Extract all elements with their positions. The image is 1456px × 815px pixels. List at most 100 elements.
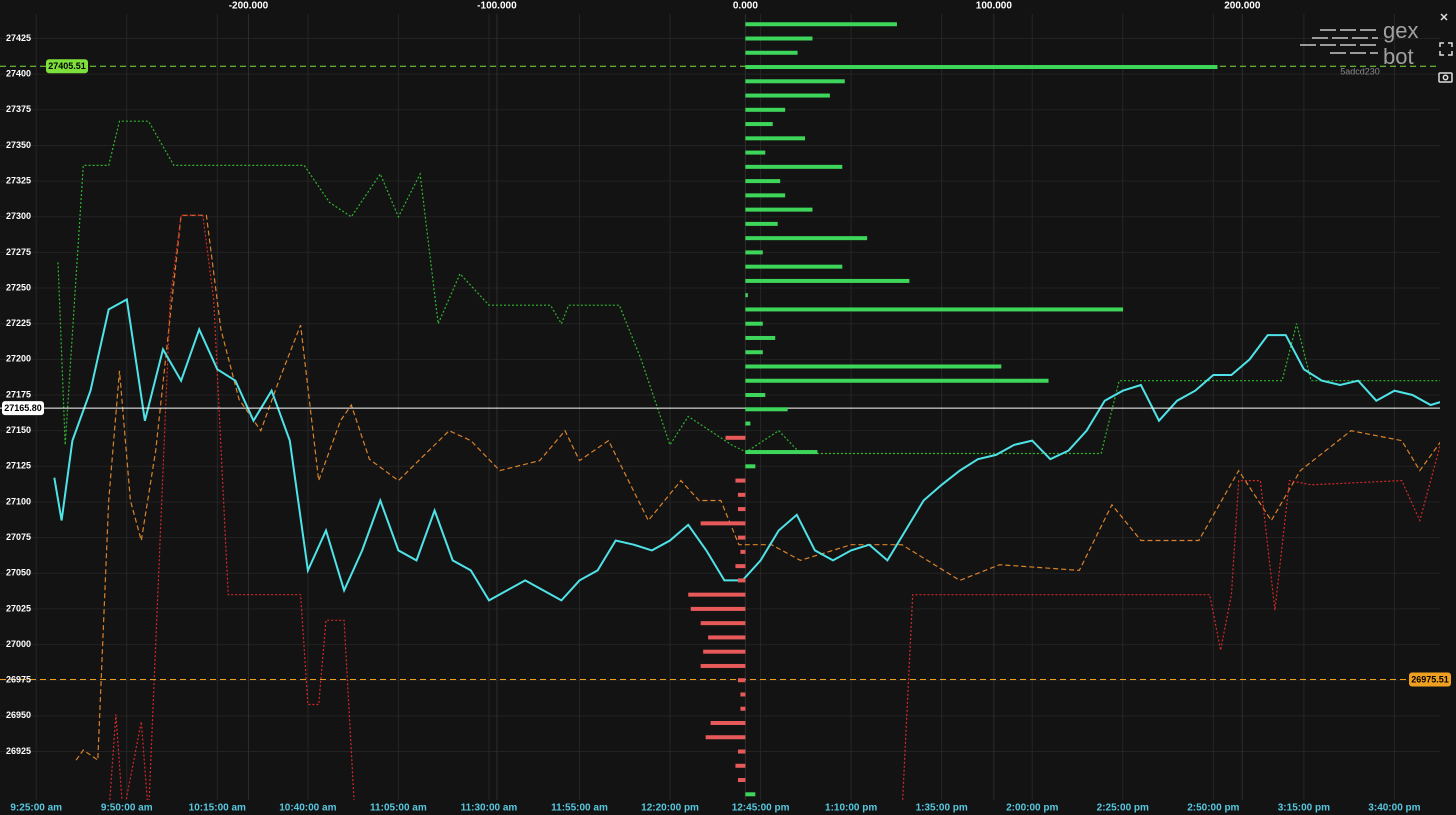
gex-bar [745,792,756,797]
gex-bar [745,350,763,355]
y-tick-label: 27325 [6,175,31,185]
gex-bar [737,507,746,512]
gex-bar [745,22,897,27]
y-tick-label: 27200 [6,354,31,364]
y-tick-label: 27300 [6,211,31,221]
gex-bar [745,393,766,398]
gex-bar [745,36,813,41]
gex-bar [735,763,746,768]
gex-bar [745,293,748,298]
gex-bar [745,250,763,255]
level-label-box [2,401,44,416]
gex-bar [737,535,746,540]
camera-icon[interactable] [1438,72,1453,83]
gex-bar [708,635,746,640]
gex-bar [740,549,746,554]
top-tick-label: -100.000 [477,1,517,12]
gex-bar [725,435,746,440]
top-tick-label: 200.000 [1224,1,1261,12]
gex-bar [737,749,746,754]
series-line [109,214,1440,800]
logo-text: gex [1383,18,1418,43]
gex-bar [745,464,756,469]
y-tick-label: 27175 [6,389,31,399]
logo-text: bot [1383,44,1414,69]
gex-bar [705,735,746,740]
gex-bar [703,649,746,654]
gex-bar [745,207,813,212]
gex-bar [745,378,1049,383]
gex-bar [745,278,910,283]
gex-bar [745,136,806,141]
x-tick-label: 3:40:00 pm [1368,803,1420,814]
gex-bar [737,492,746,497]
y-tick-label: 26950 [6,710,31,720]
y-tick-label: 27050 [6,568,31,578]
gex-bar [737,778,746,783]
gex-bar [745,179,781,184]
logo [1300,29,1378,54]
top-tick-label: -200.000 [229,1,269,12]
gex-bar [737,678,746,683]
x-tick-label: 11:30:00 am [461,803,518,814]
y-tick-label: 27225 [6,318,31,328]
y-tick-label: 27350 [6,140,31,150]
y-tick-label: 27025 [6,603,31,613]
gex-bar [735,478,746,483]
level-label: 27405.51 [48,61,86,71]
y-tick-label: 27100 [6,496,31,506]
close-icon[interactable] [1440,13,1448,21]
gex-bar [745,335,776,340]
gex-bar [745,321,763,326]
gex-bar [745,164,843,169]
level-label-box [46,59,88,74]
x-tick-label: 12:45:00 pm [732,803,790,814]
y-tick-label: 27250 [6,282,31,292]
plot-area [0,22,1440,800]
gex-bar [745,450,818,455]
x-tick-label: 9:50:00 am [101,803,153,814]
gex-bar [737,578,746,583]
gex-bar [735,564,746,569]
toolbar[interactable] [1438,13,1453,83]
y-tick-label: 27150 [6,425,31,435]
y-tick-label: 27275 [6,247,31,257]
y-tick-label: 27075 [6,532,31,542]
top-tick-label: 0.000 [733,1,758,12]
gex-bar [688,592,746,597]
gex-bar [745,50,798,55]
x-tick-label: 9:25:00 am [10,803,62,814]
y-tick-label: 27400 [6,69,31,79]
camera-lens [1442,74,1449,81]
gex-bar [745,264,843,269]
x-tick-label: 10:15:00 am [189,803,246,814]
gex-bar [745,107,786,112]
gex-bar [745,150,766,155]
x-tick-label: 2:50:00 pm [1187,803,1239,814]
x-tick-label: 1:10:00 pm [825,803,877,814]
x-tick-label: 11:55:00 am [551,803,608,814]
x-tick-label: 1:35:00 pm [916,803,968,814]
gex-bar [745,236,868,241]
gex-bar [745,364,1002,369]
level-label: 26975.51 [1411,674,1449,684]
y-tick-label: 26925 [6,746,31,756]
grid [0,14,1440,800]
fullscreen-icon[interactable] [1439,42,1453,56]
y-tick-label: 27125 [6,461,31,471]
x-tick-label: 12:20:00 pm [641,803,699,814]
gex-bar [710,720,746,725]
gex-bar [745,307,1124,312]
y-tick-label: 26975 [6,675,31,685]
x-tick-label: 3:15:00 pm [1278,803,1330,814]
gex-bar [745,221,778,226]
gex-bar [745,122,773,127]
y-tick-label: 27375 [6,104,31,114]
level-label-box [1409,672,1451,687]
logo-id: 5adcd230 [1340,66,1380,76]
x-tick-label: 2:00:00 pm [1006,803,1058,814]
gex-bar [745,407,788,412]
level-label: 27165.80 [4,403,42,413]
